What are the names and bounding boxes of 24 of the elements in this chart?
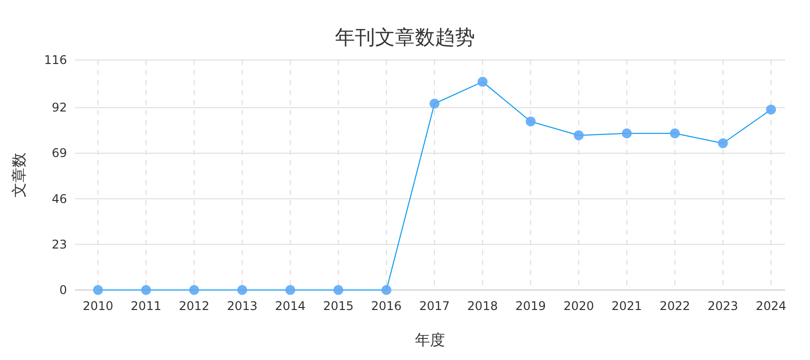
y-tick-label: 23	[52, 237, 67, 252]
x-tick-label: 2011	[130, 299, 162, 313]
y-tick-label: 92	[52, 100, 67, 115]
x-axis-title: 年度	[415, 331, 445, 349]
x-tick-label: 2015	[323, 299, 354, 313]
x-tick-label: 2021	[612, 299, 642, 313]
x-tick-label: 2022	[660, 299, 690, 313]
x-tick-label: 2014	[275, 299, 306, 313]
x-tick-label: 2024	[756, 299, 786, 313]
y-tick-label: 69	[52, 146, 67, 160]
y-tick-label: 0	[59, 283, 67, 297]
x-tick-label: 2020	[563, 299, 594, 313]
x-tick-label: 2023	[708, 299, 738, 313]
x-tick-label: 2010	[82, 299, 114, 313]
y-tick-label: 116	[44, 53, 67, 67]
x-tick-label: 2016	[371, 299, 402, 313]
chart-title: 年刊文章数趋势	[335, 25, 475, 49]
x-tick-label: 2013	[226, 299, 258, 313]
x-tick-label: 2018	[467, 299, 498, 313]
y-axis-title: 文章数	[10, 152, 28, 198]
x-tick-label: 2019	[515, 299, 546, 313]
x-tick-label: 2017	[419, 299, 450, 313]
y-tick-label: 46	[52, 192, 67, 206]
x-tick-label: 2012	[178, 299, 210, 313]
